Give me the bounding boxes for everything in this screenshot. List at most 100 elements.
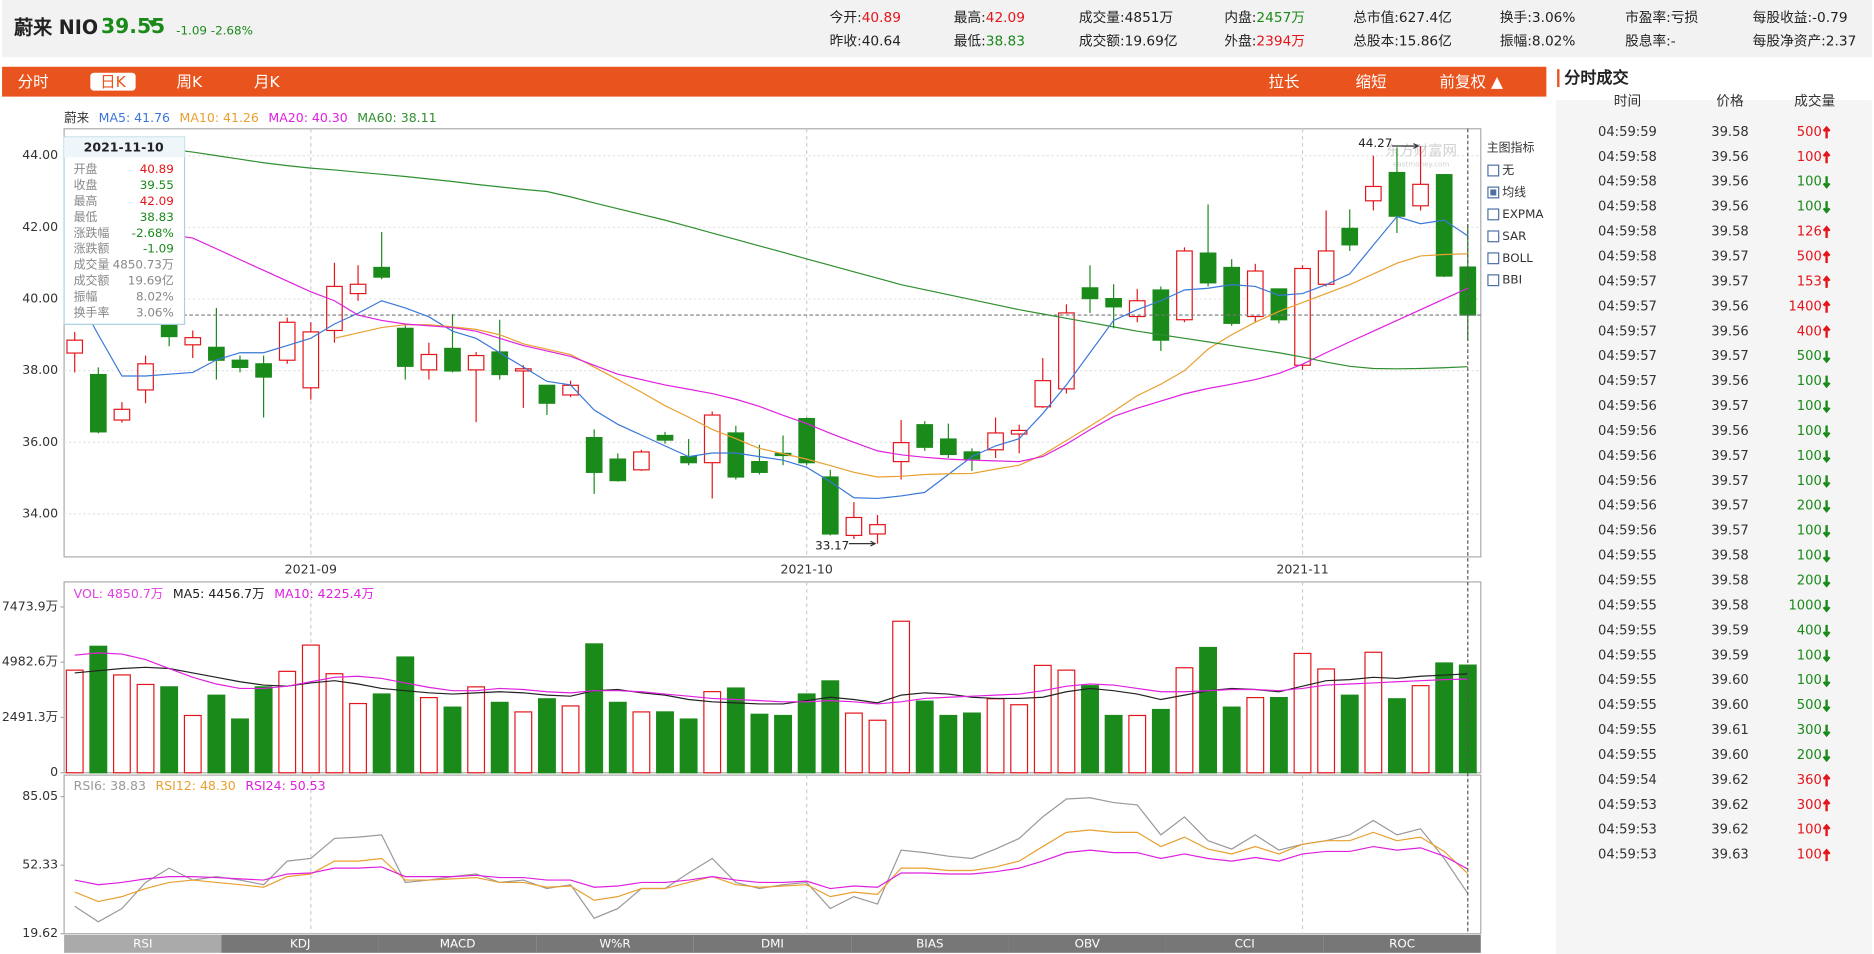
indicator-tab-bg[interactable] bbox=[1165, 934, 1324, 953]
checkbox[interactable] bbox=[1487, 164, 1500, 177]
volume-bar bbox=[514, 711, 533, 774]
menu-item[interactable]: EXPMA bbox=[1502, 207, 1544, 221]
stat-value: 2457万 bbox=[1256, 10, 1305, 26]
trade-price: 39.58 bbox=[1711, 598, 1749, 613]
panel-frame bbox=[63, 774, 1482, 935]
legend-entry: RSI24: 50.53 bbox=[245, 777, 325, 792]
trade-time: 04:59:55 bbox=[1598, 748, 1657, 763]
trade-time: 04:59:56 bbox=[1598, 449, 1657, 464]
volume-bar bbox=[301, 644, 320, 774]
tab-action[interactable]: 缩短 bbox=[1356, 73, 1387, 91]
volume-bar bbox=[1222, 706, 1241, 774]
tab-action[interactable]: 前复权 ▲ bbox=[1440, 73, 1503, 91]
stat-label: 最高: bbox=[954, 9, 986, 26]
checkbox[interactable] bbox=[1487, 230, 1500, 243]
tab[interactable]: 分时 bbox=[18, 73, 49, 91]
y-tick-label: 2491.3万 bbox=[2, 709, 58, 724]
indicator-tab[interactable]: DMI bbox=[761, 936, 784, 950]
stat-label: 总市值: bbox=[1353, 9, 1399, 26]
tab[interactable]: 日K bbox=[100, 73, 127, 91]
checkbox[interactable] bbox=[1487, 274, 1500, 287]
indicator-tab[interactable]: OBV bbox=[1075, 936, 1101, 950]
indicator-tab-bg[interactable] bbox=[221, 934, 379, 953]
indicator-tab[interactable]: RSI bbox=[133, 936, 152, 950]
volume-bar bbox=[183, 714, 202, 774]
tab[interactable]: 月K bbox=[254, 73, 281, 91]
indicator-tab[interactable]: BIAS bbox=[916, 936, 943, 950]
candle-body bbox=[656, 434, 674, 441]
indicator-tab[interactable]: MACD bbox=[440, 936, 476, 950]
menu-item[interactable]: BBI bbox=[1502, 273, 1522, 287]
series-line bbox=[74, 215, 1469, 463]
candle-body bbox=[1081, 287, 1099, 300]
legend: RSI6: 38.83 RSI12: 48.30 RSI24: 50.53 bbox=[74, 777, 326, 792]
indicator-tab-bg[interactable] bbox=[1323, 934, 1481, 953]
trades-bg bbox=[1555, 100, 1872, 954]
trade-price: 39.56 bbox=[1711, 424, 1749, 439]
trade-arrow bbox=[1822, 699, 1831, 713]
stat-label: 振幅: bbox=[1500, 34, 1532, 50]
trade-time: 04:59:58 bbox=[1598, 225, 1657, 240]
trade-arrow bbox=[1822, 350, 1831, 364]
legend: VOL: 4850.7万 MA5: 4456.7万 MA10: 4225.4万 bbox=[74, 585, 374, 600]
trade-time: 04:59:57 bbox=[1598, 274, 1657, 289]
trade-time: 04:59:57 bbox=[1598, 299, 1657, 314]
trade-arrow bbox=[1822, 425, 1831, 439]
tooltip-date: 2021-11-10 bbox=[84, 139, 164, 154]
tooltip-label: 最低 bbox=[74, 210, 98, 224]
trade-volume: 100 bbox=[1797, 848, 1822, 863]
tooltip-label: 收盘 bbox=[74, 178, 98, 192]
indicator-tab-bg[interactable] bbox=[851, 934, 1009, 953]
indicator-tab[interactable]: KDJ bbox=[290, 936, 311, 950]
volume-bar bbox=[1151, 708, 1170, 774]
menu-item[interactable]: 均线 bbox=[1502, 185, 1526, 199]
trade-price: 39.56 bbox=[1711, 175, 1749, 190]
volume-bar bbox=[1010, 704, 1029, 774]
trade-arrow bbox=[1822, 550, 1831, 563]
trade-arrow bbox=[1822, 724, 1831, 738]
tab[interactable]: 周K bbox=[176, 73, 203, 91]
y-tick-label: 85.05 bbox=[22, 788, 58, 803]
menu-item[interactable]: SAR bbox=[1502, 229, 1526, 243]
tab-action[interactable]: 拉长 bbox=[1269, 73, 1300, 91]
checkbox[interactable] bbox=[1487, 208, 1500, 221]
stock-name: 蔚来 NIO bbox=[14, 16, 98, 39]
series-line bbox=[74, 829, 1469, 903]
stat-value: 2394万 bbox=[1256, 34, 1305, 50]
indicator-tab[interactable]: W%R bbox=[599, 936, 630, 950]
indicator-tab-bg[interactable] bbox=[378, 934, 537, 953]
checkbox[interactable] bbox=[1487, 252, 1500, 265]
menu-item[interactable]: 无 bbox=[1502, 163, 1514, 177]
tooltip-value: 39.55 bbox=[140, 178, 174, 192]
menu-item[interactable]: BOLL bbox=[1502, 251, 1533, 265]
series-line bbox=[74, 140, 1468, 370]
volume-bar bbox=[561, 705, 580, 774]
tooltip-label: 开盘 bbox=[74, 162, 98, 176]
trade-arrow bbox=[1822, 250, 1831, 263]
indicator-tab[interactable]: CCI bbox=[1235, 936, 1255, 950]
trade-arrow bbox=[1822, 749, 1831, 763]
candle-body bbox=[491, 351, 509, 376]
volume-bar bbox=[986, 698, 1005, 774]
tooltip-label: 涨跌幅 bbox=[74, 226, 110, 240]
trade-time: 04:59:54 bbox=[1598, 773, 1657, 788]
volume-bar bbox=[1057, 669, 1076, 774]
candle-body bbox=[184, 337, 202, 346]
y-tick-label: 34.00 bbox=[22, 505, 58, 520]
indicator-tab-bg[interactable] bbox=[693, 934, 852, 953]
candle-body bbox=[609, 458, 627, 482]
indicator-tab-bg[interactable] bbox=[64, 934, 222, 953]
watermark-sub: eastmoney.com bbox=[1393, 160, 1449, 169]
trade-price: 39.58 bbox=[1711, 573, 1749, 588]
indicator-tab-bg[interactable] bbox=[536, 934, 694, 953]
volume-bar bbox=[1388, 698, 1406, 774]
indicator-tab[interactable]: ROC bbox=[1389, 936, 1415, 950]
stat-label: 换手: bbox=[1500, 9, 1532, 26]
stat-value: -0.79 bbox=[1812, 10, 1847, 26]
stat-label: 市盈率: bbox=[1625, 9, 1671, 26]
trade-arrow bbox=[1822, 400, 1831, 414]
stat-value: 19.69亿 bbox=[1125, 34, 1178, 50]
stat: 股息率:- bbox=[1625, 33, 1676, 50]
indicator-tab-bg[interactable] bbox=[1008, 934, 1166, 953]
tooltip-value: 19.69亿 bbox=[128, 274, 174, 288]
